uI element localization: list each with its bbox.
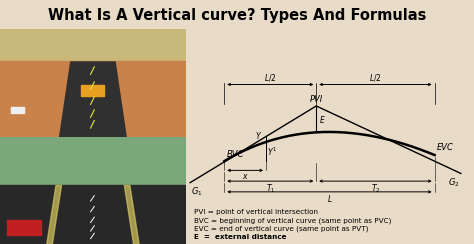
- Text: $G_1$: $G_1$: [191, 185, 203, 198]
- Text: $L/2$: $L/2$: [369, 72, 382, 83]
- Text: EVC = end of vertical curve (same point as PVT): EVC = end of vertical curve (same point …: [194, 226, 368, 232]
- Text: BVC = beginning of vertical curve (same point as PVC): BVC = beginning of vertical curve (same …: [194, 217, 392, 224]
- Text: G₁ , G₂ = grades of tangents (%): G₁ , G₂ = grades of tangents (%): [194, 243, 311, 244]
- Text: $L$: $L$: [327, 193, 332, 204]
- Bar: [82, 85, 103, 96]
- Text: $G_2$: $G_2$: [448, 176, 459, 189]
- Bar: [11, 107, 24, 113]
- Text: $L/2$: $L/2$: [264, 72, 276, 83]
- Text: $Y^1$: $Y^1$: [267, 145, 278, 158]
- Bar: [8, 220, 41, 235]
- Text: $T_1$: $T_1$: [265, 183, 275, 195]
- Text: E  =  external distance: E = external distance: [194, 234, 287, 241]
- Text: PVI = point of vertical intersection: PVI = point of vertical intersection: [194, 209, 318, 215]
- Text: $T_2$: $T_2$: [371, 183, 380, 195]
- Text: $E$: $E$: [319, 113, 326, 124]
- Text: BVC: BVC: [227, 150, 244, 159]
- Text: What Is A Vertical curve? Types And Formulas: What Is A Vertical curve? Types And Form…: [48, 8, 426, 23]
- Text: $x$: $x$: [242, 172, 248, 181]
- Text: PVI: PVI: [310, 94, 323, 103]
- Text: EVC: EVC: [437, 143, 454, 152]
- Text: $Y$: $Y$: [255, 131, 262, 142]
